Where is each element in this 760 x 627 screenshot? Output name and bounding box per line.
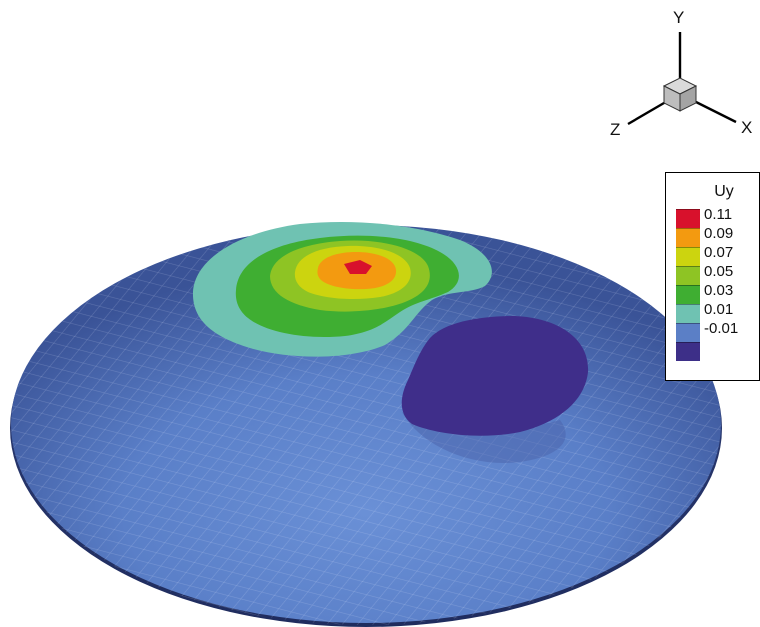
legend-label: 0.09 — [704, 225, 734, 242]
z-axis-label: Z — [610, 120, 620, 139]
x-axis-label: X — [741, 118, 752, 137]
orientation-cube-icon — [662, 77, 698, 112]
legend-label: 0.01 — [704, 301, 734, 318]
depression-contour — [401, 316, 589, 436]
color-legend: Uy 0.11 0.09 0.07 0.05 0.03 0.01 -0.01 — [665, 172, 760, 381]
legend-labels: 0.11 0.09 0.07 0.05 0.03 0.01 -0.01 — [704, 205, 738, 338]
legend-label: 0.07 — [704, 244, 734, 261]
legend-swatch — [676, 342, 700, 361]
legend-label: -0.01 — [704, 320, 739, 337]
axis-triad: Y X Z — [610, 8, 752, 139]
bump-contours — [192, 221, 492, 357]
legend-swatch — [676, 323, 700, 342]
legend-label: 0.11 — [704, 206, 733, 223]
contour-level-011 — [344, 260, 372, 274]
legend-label: 0.05 — [704, 263, 734, 280]
legend-swatch — [676, 228, 700, 247]
y-axis-label: Y — [673, 8, 684, 27]
depression-contour-faint — [402, 412, 566, 463]
legend-swatch — [676, 304, 700, 323]
depression-region — [401, 316, 589, 463]
legend-swatch — [676, 209, 700, 228]
legend-label: 0.03 — [704, 282, 734, 299]
legend-swatch — [676, 247, 700, 266]
legend-swatches — [676, 209, 700, 361]
legend-title: Uy — [714, 183, 734, 200]
legend-swatch — [676, 266, 700, 285]
legend-swatch — [676, 285, 700, 304]
